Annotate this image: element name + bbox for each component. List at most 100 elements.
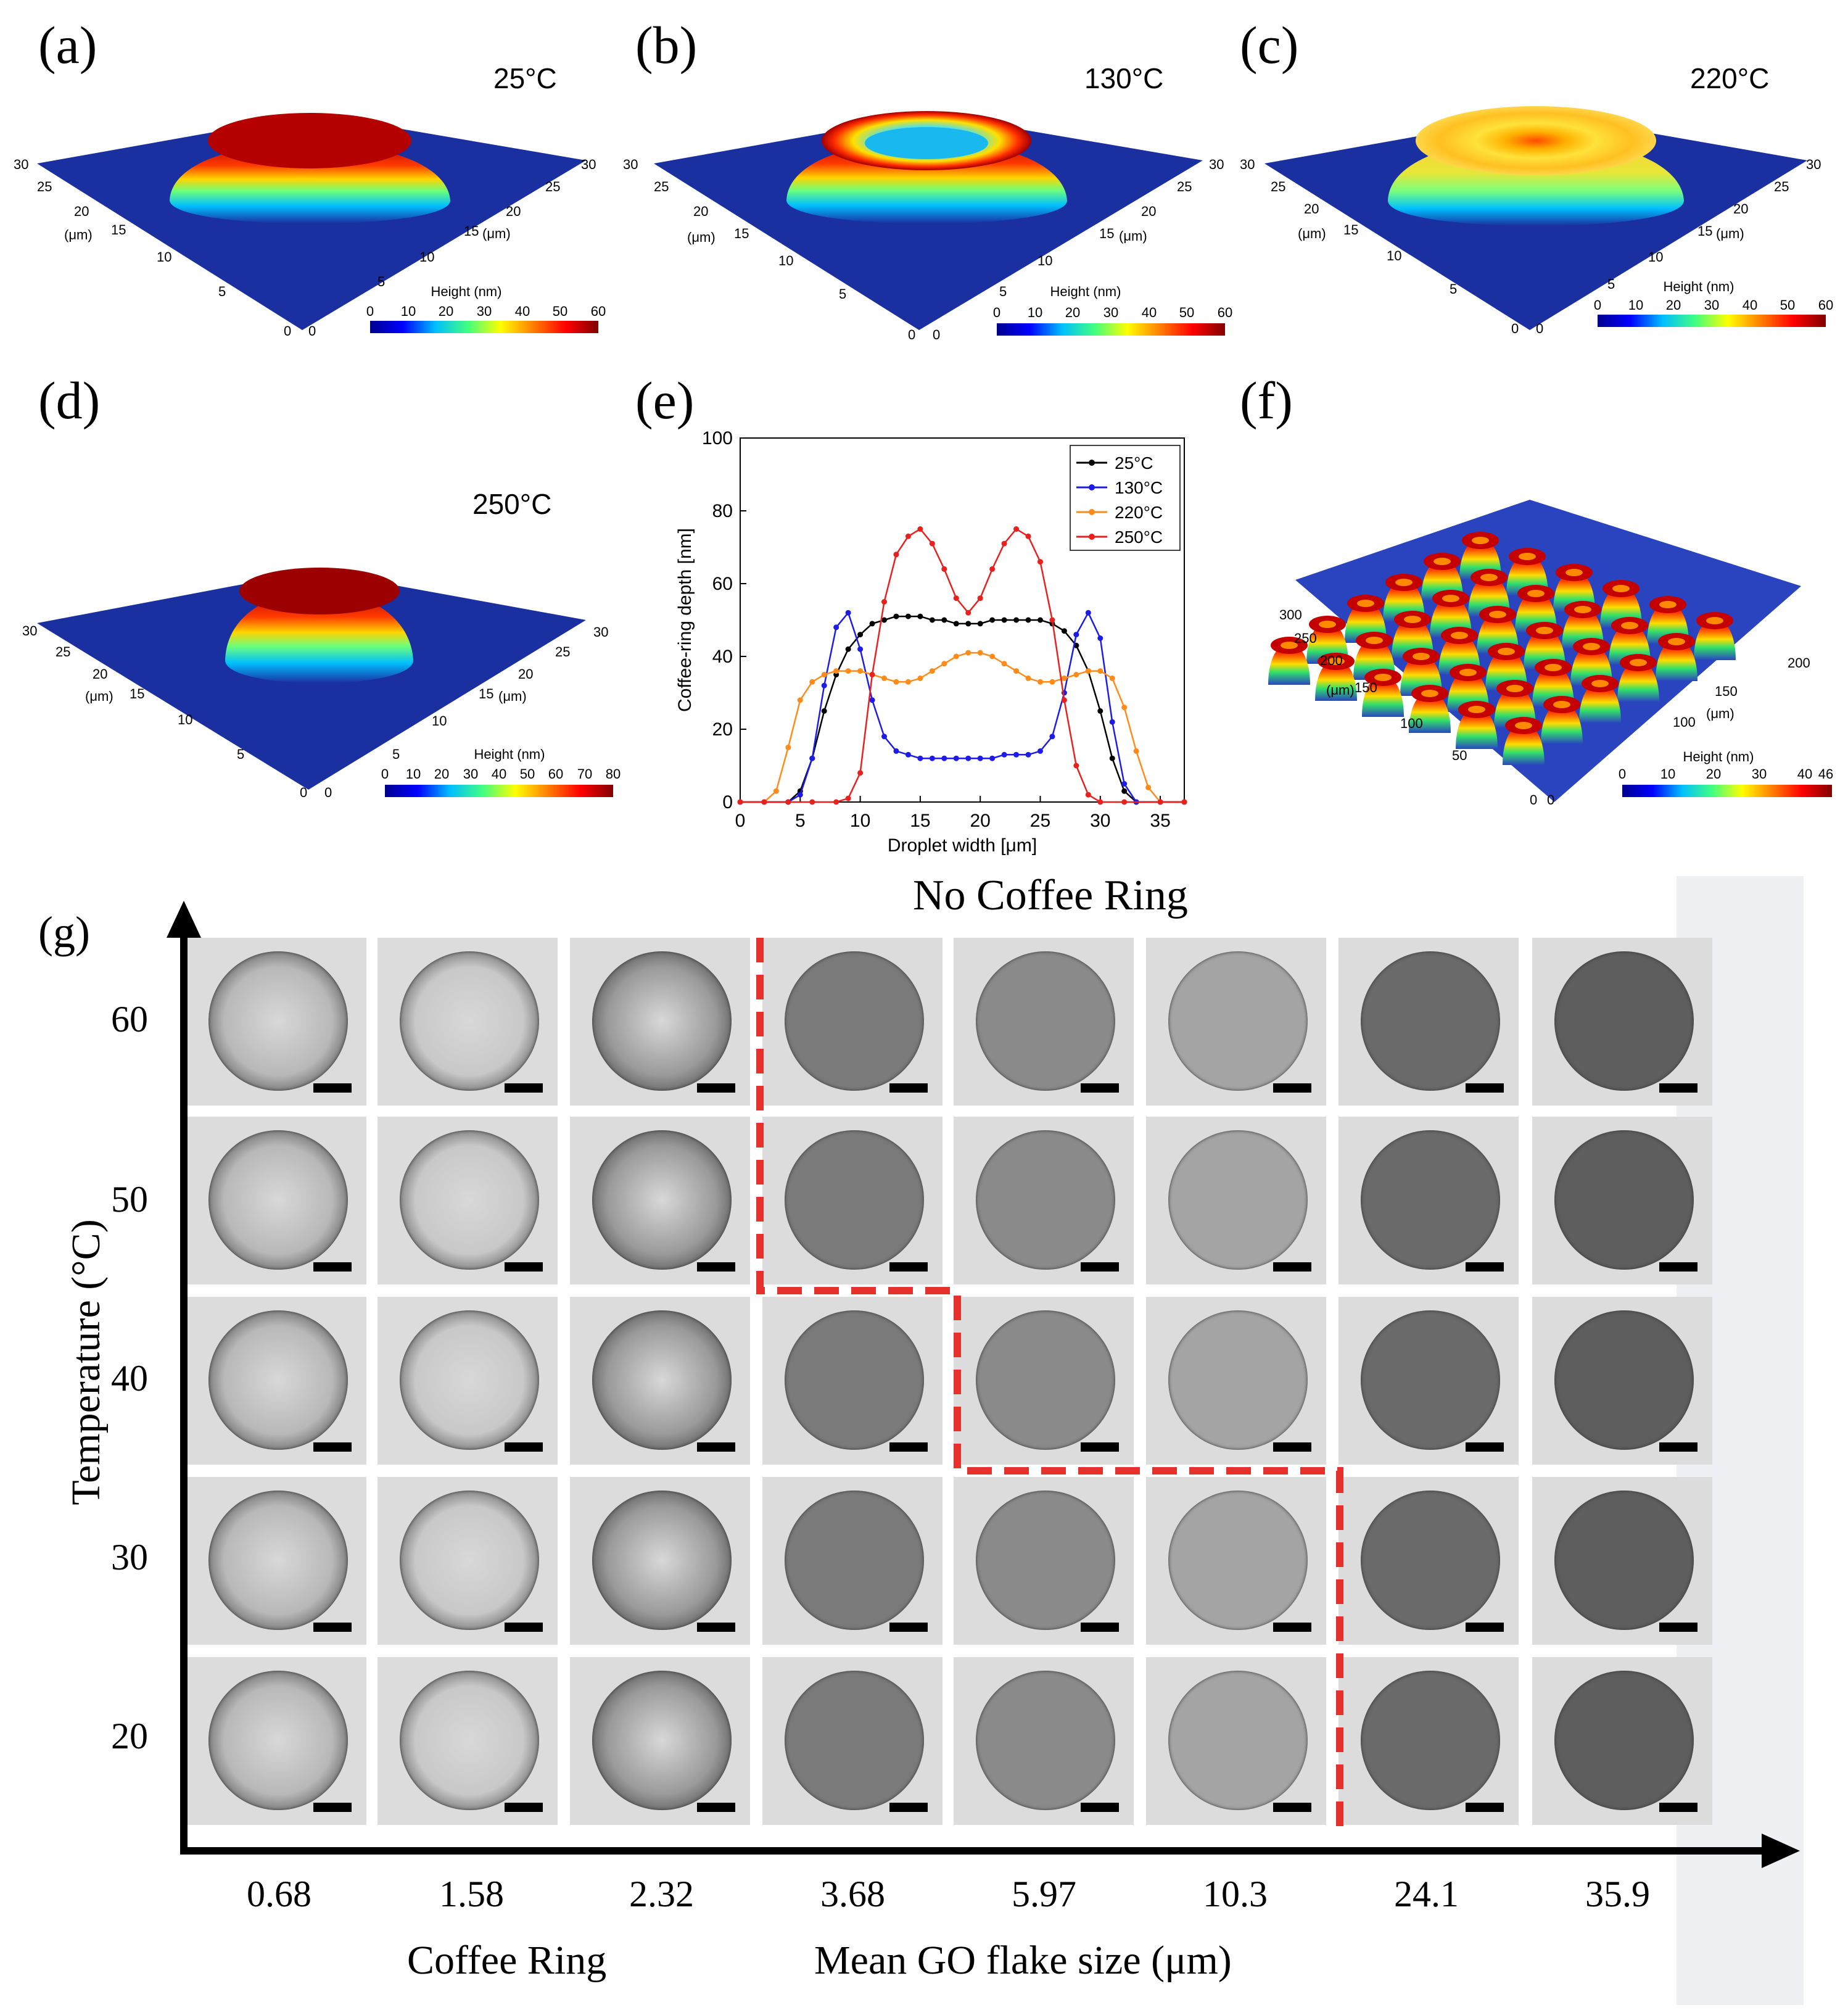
panel-b-label: (b) xyxy=(635,15,698,75)
data-point xyxy=(977,650,983,656)
data-point xyxy=(893,748,899,754)
droplet-center xyxy=(1357,600,1374,607)
flake-size-column-label: 35.9 xyxy=(1585,1874,1650,1914)
data-point xyxy=(929,617,935,623)
scale-bar xyxy=(1466,1262,1504,1272)
deposit-droplet xyxy=(1361,1130,1500,1270)
data-point xyxy=(1133,748,1139,754)
data-point xyxy=(1181,799,1187,805)
data-point xyxy=(845,610,851,616)
micrograph-cell xyxy=(1339,1657,1519,1825)
colorbar-tick: 40 xyxy=(1742,297,1758,313)
axis-tick: 0 xyxy=(1547,792,1555,808)
scale-bar xyxy=(697,1083,735,1093)
data-point xyxy=(965,621,971,627)
data-point xyxy=(905,613,911,619)
scale-bar xyxy=(1466,1803,1504,1812)
data-point xyxy=(857,646,864,652)
axis-tick: 20 xyxy=(1141,204,1157,219)
y-tick-label: 20 xyxy=(712,719,733,740)
droplet-center xyxy=(1519,553,1536,560)
scale-bar xyxy=(313,1083,352,1093)
axis-tick: 20 xyxy=(518,666,534,682)
x-tick-label: 5 xyxy=(795,811,806,831)
deposit-droplet xyxy=(1168,1671,1308,1810)
deposit-droplet xyxy=(208,1671,348,1810)
data-point xyxy=(809,755,815,761)
y-axis-arrow xyxy=(167,901,201,938)
flake-size-column-label: 0.68 xyxy=(247,1874,311,1914)
axis-tick: 20 xyxy=(74,204,89,219)
droplet-center xyxy=(1489,611,1506,618)
colorbar-title: Height (nm) xyxy=(1663,279,1735,294)
colorbar xyxy=(997,323,1225,336)
flake-size-column-label: 5.97 xyxy=(1012,1874,1076,1914)
droplet-center xyxy=(1281,642,1298,649)
data-point xyxy=(965,650,971,656)
droplet-center xyxy=(1536,627,1553,634)
x-tick-label: 30 xyxy=(1090,811,1110,831)
droplet-bump xyxy=(1541,702,1583,744)
x-tick-label: 0 xyxy=(735,811,746,831)
axis-tick: 30 xyxy=(14,157,29,172)
data-point xyxy=(737,799,743,805)
legend-label: 250°C xyxy=(1115,527,1163,547)
legend-marker xyxy=(1089,509,1095,515)
droplet-center xyxy=(1480,574,1498,581)
droplet-center xyxy=(1327,658,1345,665)
droplet-center xyxy=(1433,558,1451,565)
axis-tick: 250 xyxy=(1294,631,1317,646)
temperature-row-label: 50 xyxy=(111,1179,148,1220)
x-tick-label: 20 xyxy=(970,811,991,831)
flake-size-column-label: 2.32 xyxy=(629,1874,694,1914)
data-point xyxy=(785,799,791,805)
x-axis-arrow xyxy=(1762,1834,1800,1868)
panel-b-surface xyxy=(654,111,1203,330)
micrograph-cell xyxy=(186,1477,366,1645)
scale-bar xyxy=(1659,1623,1697,1632)
droplet-bump xyxy=(1315,659,1357,701)
data-point xyxy=(857,668,864,674)
deposit-droplet xyxy=(208,1130,348,1270)
data-point xyxy=(857,632,864,638)
axis-tick: 25 xyxy=(1177,179,1192,194)
panel-d-label: (d) xyxy=(38,371,101,430)
data-point xyxy=(941,755,947,761)
scale-bar xyxy=(313,1442,352,1452)
colorbar-tick: 10 xyxy=(1027,305,1043,320)
micrograph-cell xyxy=(570,1657,750,1825)
axis-tick: 10 xyxy=(178,712,193,727)
axis-tick: 0 xyxy=(1530,792,1538,808)
data-point xyxy=(881,734,888,740)
data-point xyxy=(1049,617,1055,623)
scale-bar xyxy=(1466,1442,1504,1452)
data-point xyxy=(1109,675,1115,681)
axis-tick: 30 xyxy=(623,157,638,172)
micrograph-cell xyxy=(570,1117,750,1284)
deposit-droplet xyxy=(976,1491,1115,1630)
data-point xyxy=(965,610,971,616)
colorbar-tick: 30 xyxy=(1751,766,1767,782)
data-point xyxy=(989,755,996,761)
micrograph-cell xyxy=(186,1657,366,1825)
axis-tick: 20 xyxy=(1733,201,1749,217)
data-point xyxy=(1097,668,1103,674)
series-line xyxy=(740,611,1184,803)
scale-bar xyxy=(1466,1083,1504,1093)
axis-tick: 30 xyxy=(22,623,38,639)
data-point xyxy=(845,668,851,674)
axis-tick: 25 xyxy=(56,644,71,660)
axis-tick: 0 xyxy=(308,323,316,339)
colorbar-tick: 30 xyxy=(463,766,479,782)
data-point xyxy=(869,672,875,677)
micrograph-cell xyxy=(762,1297,943,1465)
deposit-droplet xyxy=(592,1671,732,1810)
panel-a-surface xyxy=(37,113,586,330)
data-point xyxy=(845,646,851,652)
micrograph-cell xyxy=(1146,1117,1326,1284)
data-point xyxy=(917,613,923,619)
axis-tick: 20 xyxy=(93,666,108,682)
y-axis-label: Coffee-ring depth [nm] xyxy=(675,528,695,712)
axis-unit: (μm) xyxy=(1706,706,1735,721)
data-point xyxy=(881,617,888,623)
